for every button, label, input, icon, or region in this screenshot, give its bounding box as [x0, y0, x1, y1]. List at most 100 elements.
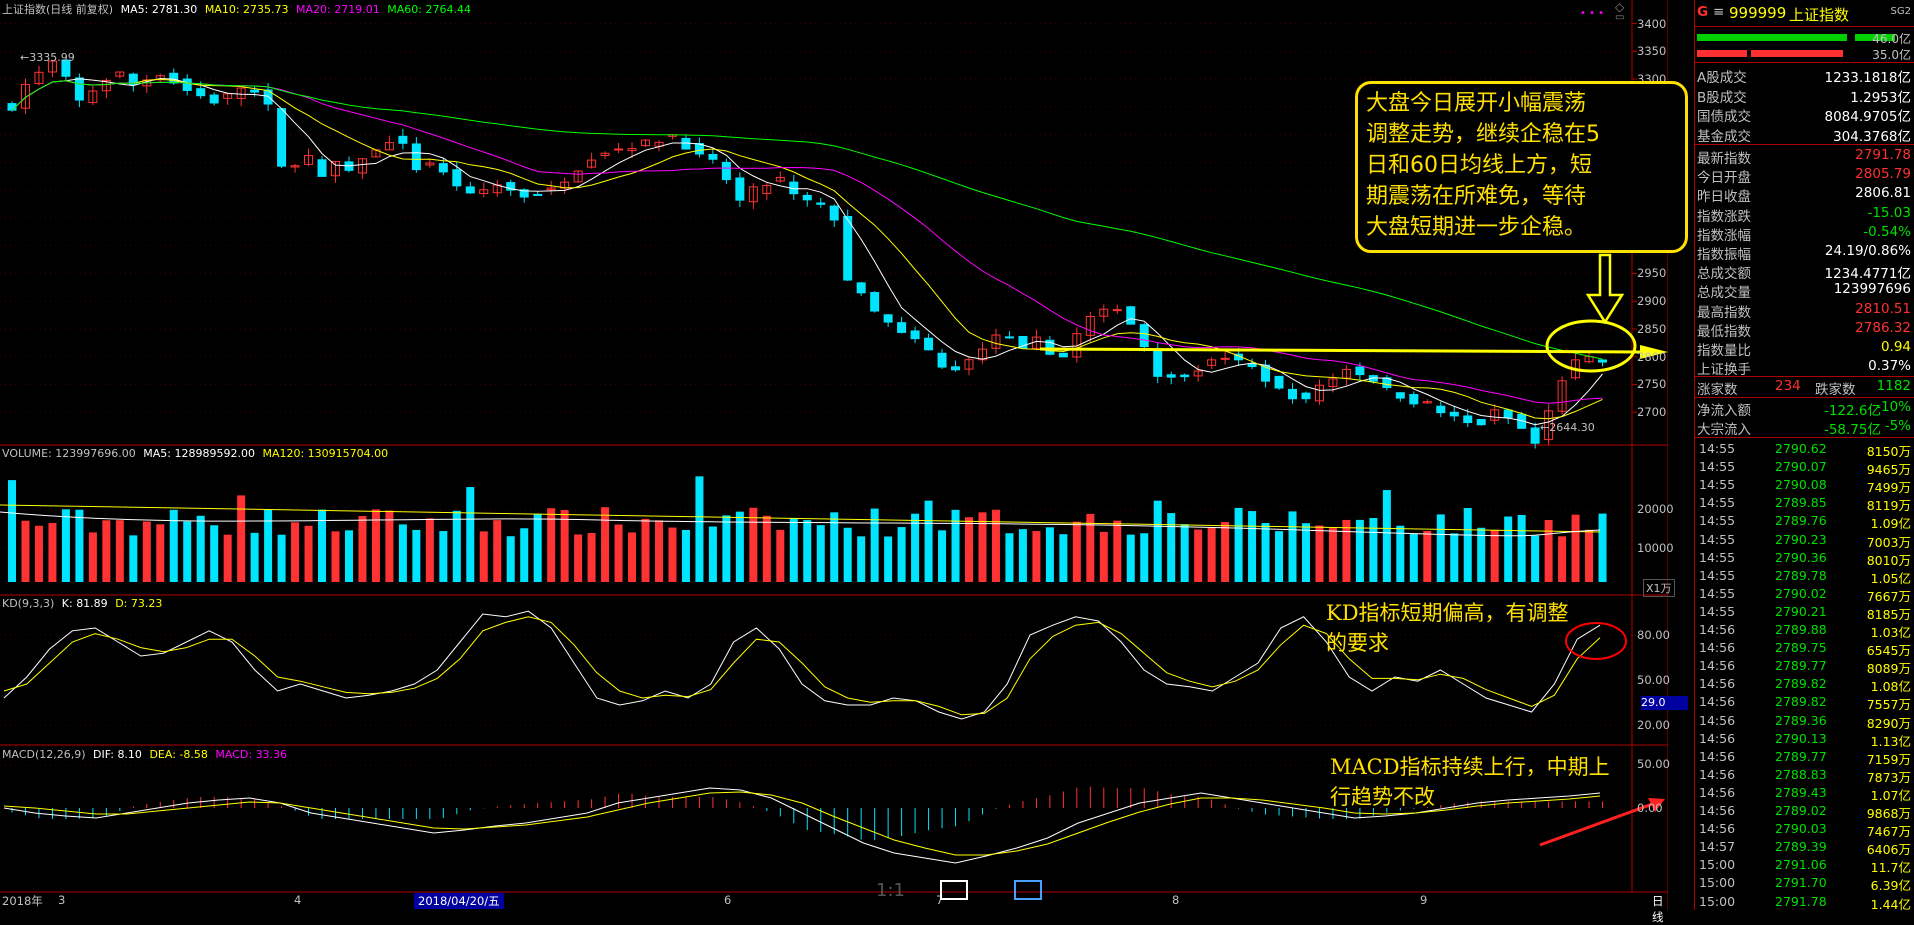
candle-body	[641, 139, 651, 147]
candle-body	[883, 314, 893, 323]
volume-bar	[21, 520, 30, 582]
volume-bar	[1369, 517, 1378, 582]
volume-bar	[412, 529, 421, 582]
candle-body	[1544, 410, 1554, 441]
menu-icon[interactable]: ≡	[1713, 4, 1725, 20]
volume-bar	[1234, 507, 1243, 582]
volume-bar	[237, 495, 246, 582]
candle-body	[1099, 308, 1109, 317]
volume-bar	[884, 536, 893, 582]
candle-body	[924, 337, 934, 351]
ma60-label: MA60: 2764.44	[387, 3, 471, 16]
candle-body	[128, 73, 138, 86]
volume-bar	[749, 507, 758, 582]
candle-body	[1193, 370, 1203, 377]
volume-bar	[789, 517, 798, 582]
volume-bar	[924, 500, 933, 582]
kline-chart-area[interactable]: 上证指数(日线 前复权) MA5: 2781.30 MA10: 2735.73 …	[0, 0, 1688, 924]
volume-bar	[1113, 520, 1122, 582]
stat-row: 指数振幅 24.19/0.86%	[1697, 243, 1911, 263]
tick-row: 14:55 2789.76 1.09亿	[1699, 513, 1911, 532]
volume-bar	[1140, 533, 1149, 582]
candle-body	[775, 176, 785, 182]
volume-bar	[1301, 523, 1310, 582]
ma5-label: MA5: 2781.30	[120, 3, 198, 16]
candle-body	[411, 143, 421, 171]
quote-code: 999999	[1729, 4, 1787, 22]
volume-header: VOLUME: 123997696.00 MA5: 128989592.00 M…	[2, 447, 389, 460]
tick-row: 15:00 2791.78 1.44亿	[1699, 893, 1911, 912]
candle-body	[951, 366, 961, 371]
volume-bar	[371, 509, 380, 582]
x-label-month-7: 7	[936, 893, 944, 907]
candle-body	[1463, 415, 1473, 424]
candle-body	[1220, 357, 1230, 360]
volume-bar	[277, 534, 286, 582]
volume-bar	[8, 480, 16, 582]
volume-bar	[1167, 513, 1176, 582]
candle-body	[263, 89, 273, 105]
period-label[interactable]: 日线	[1652, 894, 1664, 924]
volume-bar	[938, 530, 947, 582]
candle-body	[519, 189, 529, 198]
volume-bar	[1382, 490, 1391, 582]
volume-bar	[88, 532, 97, 582]
price-tick: 3350	[1637, 44, 1667, 59]
stat-row: 上证换手 0.37%	[1697, 358, 1911, 379]
stat-row: 指数涨跌 -15.03	[1697, 204, 1911, 225]
volume-bar	[1018, 529, 1027, 582]
stat-row: 最低指数 2786.32	[1697, 319, 1911, 340]
volume-bar	[1194, 529, 1203, 582]
ma20-line	[11, 80, 1603, 404]
volume-bar	[1180, 524, 1189, 582]
buy-strength-bar-2	[1855, 34, 1895, 41]
diamond-icon[interactable]: ◇	[1615, 0, 1625, 14]
candle-body	[88, 90, 98, 104]
candle-body	[101, 79, 111, 92]
volume-bar	[304, 525, 313, 582]
volume-bar	[1342, 519, 1351, 582]
zoom-out-icon[interactable]	[940, 880, 968, 900]
tick-row: 14:56 2789.82 1.08亿	[1699, 676, 1911, 695]
buy-strength-value: 46.0亿	[1872, 32, 1911, 46]
volume-bar	[681, 529, 690, 582]
stat-row: 总成交量 123997696	[1697, 281, 1911, 302]
volume-bar	[466, 487, 475, 582]
tick-row: 14:56 2789.88 1.03亿	[1699, 622, 1911, 640]
volume-bar	[1490, 529, 1499, 582]
price-tick: 2700	[1637, 405, 1667, 420]
volume-bar	[965, 517, 974, 582]
volume-bar	[1571, 514, 1580, 582]
candle-body	[627, 148, 637, 152]
volume-bar	[196, 515, 205, 582]
tick-row: 14:55 2789.78 1.05亿	[1699, 567, 1911, 586]
volume-bar	[1544, 519, 1553, 582]
candle-body	[1274, 375, 1284, 389]
candle-body	[223, 93, 233, 99]
volume-bar	[1059, 534, 1068, 582]
kd-highlight-ellipse	[1565, 622, 1627, 660]
volume-bar	[708, 526, 717, 582]
candle-body	[1288, 388, 1298, 400]
zoom-in-icon[interactable]	[1014, 880, 1042, 900]
volume-bar	[169, 509, 178, 582]
candle-body	[964, 359, 974, 370]
stat-row: 指数涨幅 -0.54%	[1697, 223, 1911, 244]
volume-bar	[331, 531, 340, 582]
volume-bar	[493, 520, 502, 582]
volume-bar	[641, 518, 650, 582]
expand-icon[interactable]: ▭	[1615, 12, 1625, 23]
price-tick: 3400	[1637, 16, 1667, 31]
volume-bar	[735, 511, 744, 582]
volume-bar	[1126, 534, 1135, 582]
volume-bar	[843, 527, 852, 582]
volume-bar	[223, 534, 232, 582]
tick-row: 14:55 2790.36 8010万	[1699, 549, 1911, 568]
turnover-row: 基金成交 304.3768亿	[1697, 128, 1911, 145]
candle-body	[1530, 427, 1540, 444]
macd-dif-line	[3, 787, 1601, 864]
tick-row: 14:55 2790.23 7003万	[1699, 531, 1911, 550]
volume-bar	[452, 510, 461, 582]
candle-body	[829, 205, 839, 221]
candle-body	[61, 59, 71, 77]
